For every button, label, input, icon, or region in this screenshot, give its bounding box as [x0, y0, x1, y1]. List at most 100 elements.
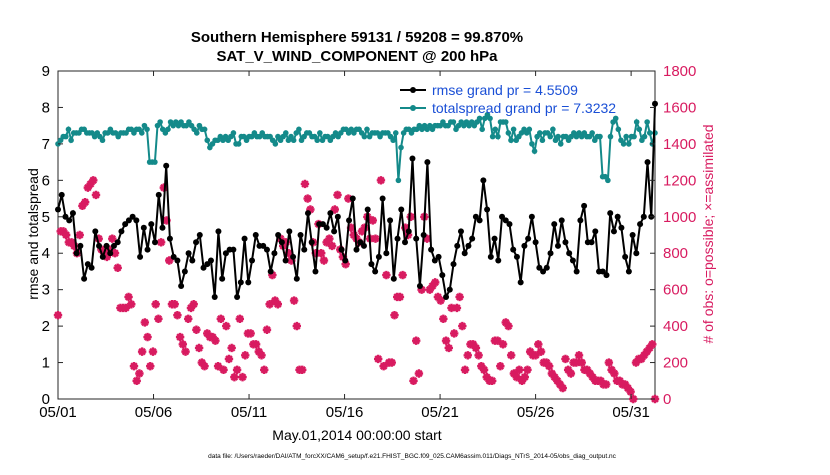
obs-marker — [281, 238, 291, 247]
obs-marker — [325, 234, 334, 243]
obs-marker — [620, 380, 630, 389]
rmse-point — [96, 242, 103, 249]
rmse-point — [446, 286, 453, 293]
obs-marker — [547, 369, 557, 378]
rmse-point — [312, 268, 319, 275]
rmse-point — [629, 232, 636, 238]
rmse-point — [129, 213, 136, 220]
x-tick-label: 05/21 — [421, 404, 459, 421]
obs-marker — [501, 318, 510, 327]
totalspread-point — [641, 133, 648, 140]
totalspread-point — [165, 126, 171, 133]
rmse-point — [237, 279, 244, 286]
rmse-point — [439, 272, 446, 279]
obs-marker — [412, 336, 421, 345]
totalspread-point — [555, 133, 561, 140]
obs-marker — [94, 234, 103, 243]
y-left-tick-label: 9 — [42, 63, 50, 80]
rmse-point — [581, 202, 588, 209]
rmse-point — [398, 206, 405, 213]
legend-rmse-marker — [410, 87, 416, 93]
obs-marker — [452, 303, 462, 313]
rmse-point — [517, 279, 524, 286]
totalspread-point — [623, 133, 629, 140]
obs-marker — [626, 387, 635, 396]
obs-marker — [219, 365, 228, 375]
rmse-point — [521, 242, 528, 249]
obs-marker — [474, 351, 483, 360]
obs-marker — [262, 325, 272, 334]
rmse-point — [241, 235, 248, 242]
obs-marker — [553, 376, 562, 385]
rmse-point — [431, 257, 438, 264]
obs-marker — [216, 314, 226, 324]
totalspread-point — [502, 119, 509, 125]
obs-marker — [238, 372, 247, 382]
obs-marker — [648, 340, 657, 349]
rmse-point — [137, 253, 144, 260]
rmse-point — [163, 162, 170, 169]
rmse-point — [513, 253, 520, 260]
rmse-point — [457, 228, 464, 235]
obs-marker — [186, 303, 196, 313]
obs-marker — [395, 292, 405, 302]
chart-title: Southern Hemisphere 59131 / 59208 = 99.8… — [191, 29, 523, 46]
rmse-point — [454, 242, 461, 249]
rmse-point — [390, 275, 397, 282]
rmse-point — [640, 213, 647, 220]
obs-marker — [542, 358, 551, 367]
totalspread-point — [157, 119, 163, 125]
obs-marker — [504, 321, 513, 331]
rmse-point — [215, 228, 222, 235]
obs-marker — [610, 369, 619, 378]
rmse-point — [357, 239, 364, 246]
totalspread-point — [597, 133, 603, 140]
rmse-point — [144, 246, 151, 253]
rmse-point — [532, 239, 539, 246]
obs-marker — [409, 376, 418, 385]
obs-marker — [371, 234, 380, 243]
totalspread-point — [398, 144, 404, 151]
rmse-point — [159, 224, 166, 231]
rmse-point — [416, 283, 423, 290]
obs-marker — [260, 365, 269, 375]
obs-marker — [211, 336, 220, 345]
rmse-point — [338, 246, 345, 253]
obs-marker — [83, 183, 93, 192]
rmse-point — [495, 257, 502, 264]
rmse-point — [487, 253, 494, 260]
obs-marker — [224, 354, 234, 364]
rmse-point — [196, 232, 203, 238]
obs-marker — [102, 252, 112, 262]
obs-marker — [387, 358, 396, 367]
y-axis-label-right: # of obs: o=possible; ×=assimilated — [700, 124, 716, 343]
obs-marker — [181, 347, 190, 356]
x-tick-label: 05/31 — [612, 404, 650, 421]
obs-marker — [222, 321, 231, 331]
totalspread-point — [361, 133, 368, 140]
obs-marker — [59, 227, 68, 236]
totalspread-point — [547, 133, 554, 140]
totalspread-point — [99, 137, 106, 144]
obs-marker — [477, 362, 486, 371]
rmse-point — [637, 221, 644, 228]
obs-marker — [257, 351, 266, 360]
y-left-tick-label: 8 — [42, 99, 50, 116]
x-tick-label: 05/16 — [326, 404, 364, 421]
obs-marker — [162, 216, 171, 225]
rmse-point — [566, 250, 573, 257]
obs-marker — [192, 325, 201, 334]
obs-marker — [208, 332, 217, 342]
rmse-point — [469, 235, 476, 242]
obs-marker — [173, 310, 182, 320]
y-right-tick-label: 800 — [663, 245, 688, 262]
rmse-point — [383, 250, 390, 257]
rmse-point — [278, 239, 285, 246]
rmse-point — [472, 213, 479, 220]
rmse-point — [301, 246, 308, 253]
totalspread-point — [646, 130, 653, 136]
obs-marker — [439, 314, 448, 324]
rmse-point — [476, 217, 483, 224]
obs-marker — [604, 358, 614, 367]
